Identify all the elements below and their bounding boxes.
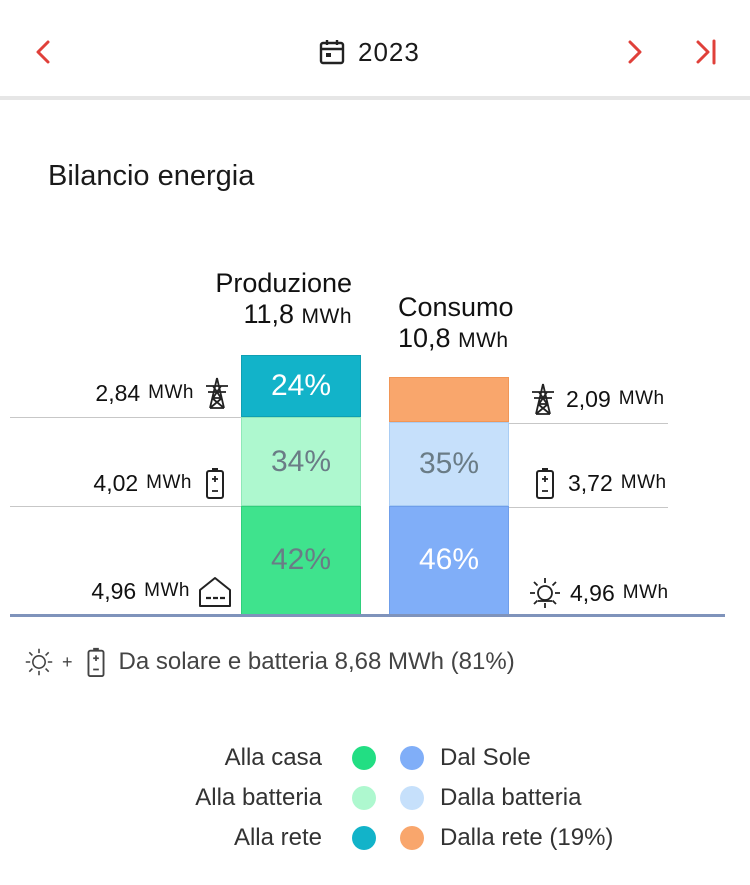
legend-dot-dalla-batteria [400, 786, 424, 810]
consumption-from-grid-segment [389, 377, 509, 423]
house-icon [199, 577, 231, 607]
legend-item-alla-casa: Alla casa [224, 744, 322, 771]
consumption-sun-value: 4,96 MWh [528, 576, 669, 610]
row-separator [10, 417, 242, 418]
legend-dot-dal-sole [400, 746, 424, 770]
production-to-battery-segment: 34% [241, 417, 361, 506]
production-label: Produzione [215, 268, 352, 298]
consumption-battery-value: 3,72 MWh [530, 466, 667, 500]
battery-icon [536, 468, 554, 499]
consumption-grid-value: 2,09 MWh [528, 382, 665, 416]
period-header: 2023 [0, 0, 750, 100]
row-separator [508, 507, 668, 508]
consumption-from-sun-segment: 46% [389, 505, 509, 615]
sun-icon [25, 648, 53, 676]
production-home-value: 4,96 MWh [91, 574, 232, 608]
summary-text: Da solare e batteria 8,68 MWh (81%) [118, 648, 515, 675]
legend-item-alla-rete: Alla rete [233, 824, 322, 851]
consumption-total: 10,8 MWh [398, 323, 509, 353]
page-title: Bilancio energia [48, 160, 255, 192]
battery-icon [206, 468, 224, 499]
legend-item-dal-sole: Dal Sole [440, 744, 531, 771]
plus-sign: + [62, 651, 73, 672]
battery-icon [87, 647, 104, 678]
production-grid-value: 2,84 MWh [95, 376, 232, 410]
legend-dot-dalla-rete [400, 826, 424, 850]
production-heading: Produzione 11,8 MWh [180, 268, 352, 330]
skip-to-end-icon [696, 39, 716, 65]
power-tower-icon [532, 383, 554, 415]
legend-dot-alla-casa [352, 746, 376, 770]
row-separator [10, 506, 242, 507]
legend-dot-alla-batteria [352, 786, 376, 810]
legend-dot-alla-rete [352, 826, 376, 850]
last-year-button[interactable] [684, 30, 728, 74]
year-selector[interactable]: 2023 [318, 34, 420, 70]
year-label: 2023 [358, 36, 420, 67]
chevron-right-icon [628, 40, 642, 64]
power-tower-icon [206, 377, 228, 409]
legend-item-dalla-batteria: Dalla batteria [440, 784, 582, 811]
chart-baseline [10, 614, 725, 617]
production-to-grid-segment: 24% [241, 355, 361, 418]
next-year-button[interactable] [612, 30, 656, 74]
legend-item-dalla-rete: Dalla rete (19%) [440, 824, 614, 851]
sun-icon [530, 578, 560, 608]
chevron-left-icon [36, 40, 50, 64]
self-sufficiency-summary: + Da solare e batteria 8,68 MWh (81%) [24, 646, 515, 678]
calendar-icon [319, 40, 345, 65]
legend-item-alla-batteria: Alla batteria [195, 784, 322, 811]
consumption-label: Consumo [398, 292, 514, 322]
previous-year-button[interactable] [22, 30, 66, 74]
row-separator [508, 423, 668, 424]
production-battery-value: 4,02 MWh [93, 466, 230, 500]
consumption-from-battery-segment: 35% [389, 422, 509, 506]
production-to-home-segment: 42% [241, 505, 361, 615]
production-total: 11,8 MWh [243, 299, 352, 329]
consumption-heading: Consumo 10,8 MWh [398, 292, 548, 354]
